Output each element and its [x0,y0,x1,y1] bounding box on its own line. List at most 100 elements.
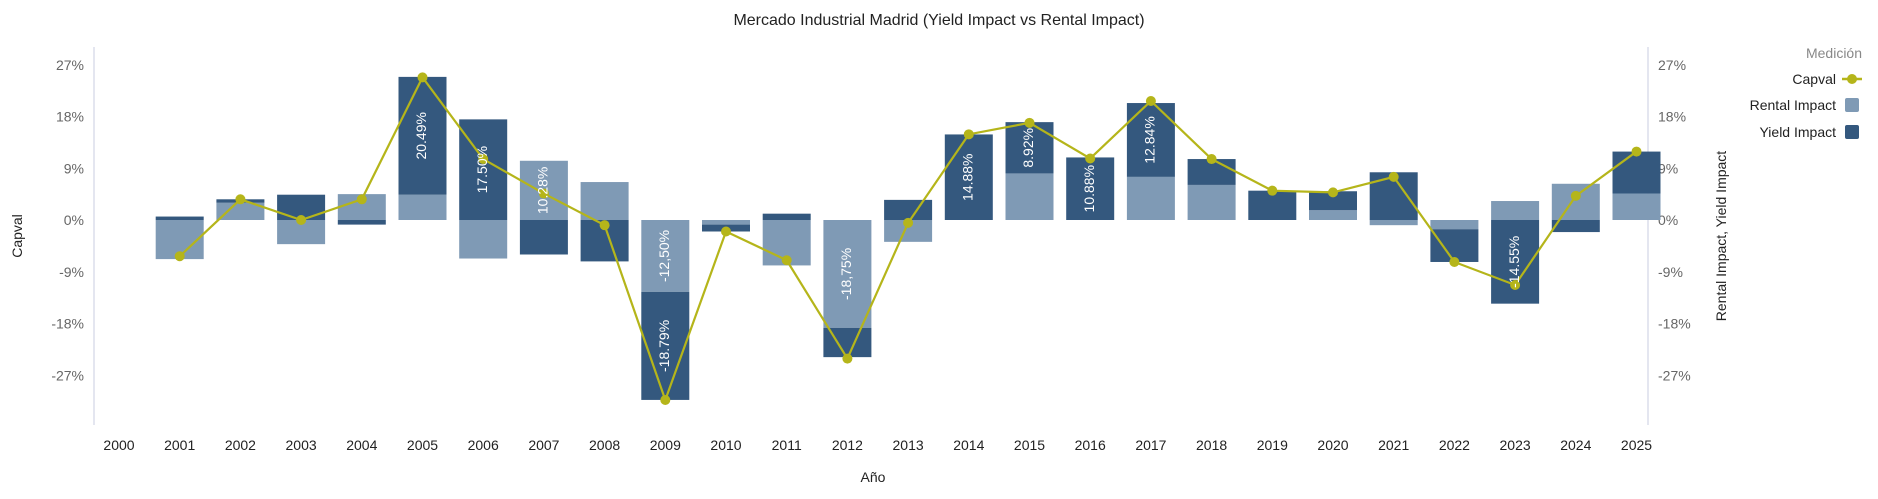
capval-point [781,255,792,266]
x-axis-label: Año [861,469,886,485]
y-tick-label-left: -9% [59,264,84,280]
y-tick-label-right: -9% [1658,264,1683,280]
y-tick-label-right: -18% [1658,316,1691,332]
bar-data-label: 20.49% [413,112,429,159]
capval-point [478,154,489,165]
yield-impact-bar [155,216,204,220]
y-tick-label-left: 18% [56,109,84,125]
capval-point [660,394,671,405]
x-tick-label: 2023 [1500,437,1531,453]
x-tick-label: 2008 [589,437,620,453]
x-tick-label: 2016 [1075,437,1106,453]
x-tick-label: 2014 [953,437,984,453]
yield-impact-bar [337,220,386,225]
right-axis-label: Rental Impact, Yield Impact [1713,151,1729,322]
y-tick-label-right: 27% [1658,57,1686,73]
y-tick-label-left: 0% [64,212,84,228]
legend-title: Medición [1806,45,1862,61]
capval-point [1206,154,1217,165]
y-tick-label-left: -18% [51,316,84,332]
bars-layer [155,76,1661,400]
x-axis-ticks: 2000 2001 2002 2003 2004 2005 2006 2007 2008 2009… [103,437,1652,453]
x-tick-label: 2011 [772,437,802,453]
capval-point [1631,146,1642,157]
x-tick-label: 2005 [407,437,438,453]
rental-impact-bar [1187,184,1236,220]
yield-impact-bar [1612,151,1661,194]
yield-impact-bar [1309,191,1357,211]
y-tick-label-left: 9% [64,160,84,176]
chart-title: Mercado Industrial Madrid (Yield Impact … [733,12,1144,29]
bar-data-label: -14.55% [1506,236,1522,288]
capval-point [1570,190,1581,201]
legend-item-label: Rental Impact [1750,97,1836,113]
rental-impact-bar [884,220,933,242]
bar-data-label: 10.88% [1081,165,1097,212]
rental-impact-bar [823,220,872,328]
x-tick-label: 2025 [1621,437,1652,453]
bar-data-label: 17.50% [474,146,490,193]
yield-impact-bar [1430,229,1479,262]
capval-point [1145,95,1156,106]
legend-bar-swatch [1845,125,1859,139]
capval-point [1267,185,1278,196]
bar-data-label: 14.88% [960,153,976,200]
rental-impact-bar [1005,173,1054,220]
data-labels-layer: 20.49% 17.50% 10.28% -12,50% -18.79% -18,75% 1… [413,112,1522,372]
yield-impact-bar [762,213,811,220]
rental-impact-bar [580,182,629,220]
rental-impact-bar [459,220,508,259]
rental-impact-bar [1369,220,1418,226]
rental-impact-bar [1612,193,1661,220]
legend-item-label: Yield Impact [1759,124,1836,140]
x-tick-label: 2019 [1257,437,1288,453]
yield-impact-bar [1551,220,1600,233]
x-tick-label: 2010 [710,437,741,453]
bar-data-label: 12.84% [1142,116,1158,163]
legend-bar-swatch [1845,98,1859,112]
x-tick-label: 2007 [528,437,559,453]
rental-impact-bar [641,220,690,292]
y-tick-label-right: 9% [1658,160,1678,176]
left-axis-label: Capval [9,214,25,258]
capval-point [963,129,974,140]
rental-impact-bar [1430,220,1479,230]
bar-data-label: 8.92% [1020,128,1036,168]
yield-impact-bar [1066,157,1115,220]
capval-point [903,217,914,228]
capval-point [235,194,246,205]
x-tick-label: 2001 [164,437,195,453]
left-axis-ticks: 27% 18% 9% 0% -9% -18% -27% [51,57,84,384]
x-tick-label: 2020 [1317,437,1348,453]
yield-impact-bar [641,291,690,400]
yield-impact-bar [884,199,933,220]
x-tick-label: 2002 [225,437,256,453]
bar-data-label: -18.79% [656,320,672,372]
legend: Medición Capval Rental Impact Yield Impact [1750,45,1862,140]
capval-point [1449,256,1460,267]
capval-point [538,188,549,199]
x-tick-label: 2004 [346,437,377,453]
x-tick-label: 2012 [832,437,863,453]
yield-impact-bar [519,220,568,255]
rental-impact-bar [1126,176,1175,220]
x-tick-label: 2024 [1560,437,1591,453]
x-tick-label: 2022 [1439,437,1470,453]
bar-data-label: 10.28% [535,167,551,214]
rental-impact-bar [1491,201,1540,220]
capval-point [599,220,610,231]
x-tick-label: 2003 [286,437,317,453]
legend-point-swatch [1847,74,1857,84]
x-tick-label: 2018 [1196,437,1227,453]
yield-impact-bar [398,76,447,195]
yield-impact-bar [944,134,993,220]
y-tick-label-left: 27% [56,57,84,73]
rental-impact-bar [1551,183,1600,220]
right-axis-ticks: 27% 18% 9% 0% -9% -18% -27% [1658,57,1691,384]
y-tick-label-right: 0% [1658,212,1678,228]
capval-point [842,353,853,364]
rental-impact-bar [702,220,750,225]
capval-point [417,72,428,83]
capval-point [1085,153,1096,164]
